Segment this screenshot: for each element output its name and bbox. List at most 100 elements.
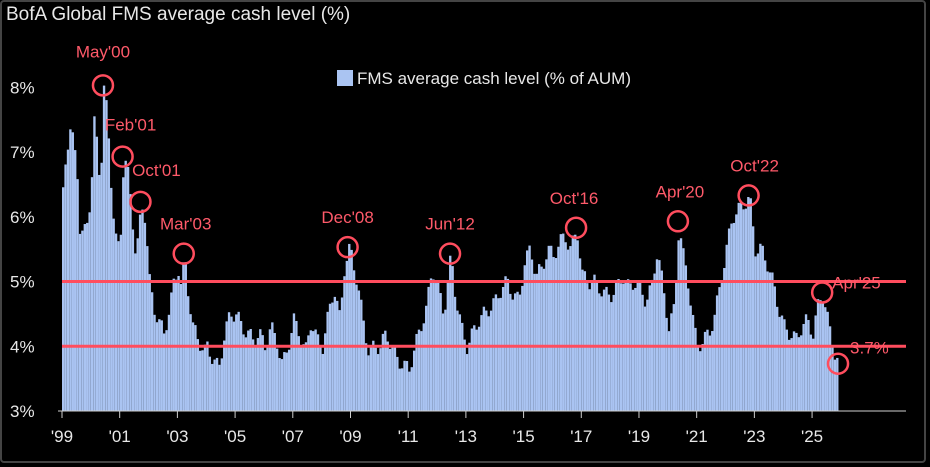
bar (807, 319, 810, 411)
bar (393, 344, 397, 411)
y-tick-label: 7% (10, 143, 35, 162)
bar (660, 270, 663, 411)
bar (540, 266, 543, 411)
bar (802, 323, 805, 411)
bar (804, 314, 808, 411)
bar (701, 344, 704, 411)
bar (501, 286, 505, 411)
bar (304, 342, 308, 411)
bar (444, 309, 447, 411)
bar (778, 316, 781, 411)
bar (112, 218, 115, 411)
bar (800, 335, 803, 411)
bar (189, 314, 192, 411)
bar (711, 331, 714, 411)
annotation-label: Apr'20 (656, 182, 705, 201)
bar (699, 351, 702, 411)
bar (266, 345, 269, 411)
annotation-circle (91, 74, 115, 97)
bar (251, 339, 255, 411)
bar (100, 162, 103, 411)
bar (737, 202, 740, 411)
bar (105, 100, 108, 411)
bar (263, 350, 267, 411)
bar (292, 313, 296, 411)
bar (124, 160, 127, 411)
annotation-label: Mar'03 (160, 215, 211, 234)
bar (667, 331, 671, 411)
bar (162, 333, 166, 411)
bar (727, 228, 731, 411)
bar (312, 331, 315, 411)
bar (287, 349, 291, 411)
bar (759, 243, 762, 411)
bar (232, 321, 236, 411)
bar (403, 360, 406, 411)
bar (405, 361, 409, 411)
bar (278, 358, 281, 411)
bar (780, 315, 784, 411)
bar (761, 245, 764, 411)
bar (749, 198, 752, 411)
bar (215, 357, 219, 411)
bar (578, 258, 582, 411)
bar (343, 276, 346, 411)
bar (783, 319, 786, 411)
bar (244, 337, 248, 411)
bar (400, 368, 404, 411)
bar (754, 256, 757, 411)
bar (254, 345, 257, 411)
bar (819, 300, 822, 411)
bar (461, 322, 464, 411)
bar (307, 335, 310, 411)
x-tick-label: '09 (339, 427, 361, 446)
bar (309, 330, 312, 411)
bar (420, 331, 423, 411)
bar (576, 240, 579, 411)
bar (559, 234, 562, 411)
bar (158, 319, 161, 411)
bar (220, 358, 224, 411)
bar (689, 305, 692, 411)
annotation-circle (826, 352, 850, 375)
annotation-circle (438, 242, 462, 265)
bar (449, 255, 452, 411)
bar (273, 333, 276, 411)
bar (672, 304, 675, 411)
bar (81, 230, 84, 411)
x-tick-label: '13 (455, 427, 477, 446)
bar (295, 320, 298, 411)
bar (398, 368, 401, 411)
bar (797, 337, 801, 411)
y-tick-label: 4% (10, 337, 35, 356)
legend: FMS average cash level (% of AUM) (337, 69, 631, 88)
bar (326, 311, 329, 411)
bar (812, 338, 815, 411)
bar (665, 317, 668, 411)
bar (134, 253, 137, 411)
bar (641, 294, 644, 411)
bar (485, 310, 488, 411)
bar (776, 306, 779, 411)
bar (201, 350, 204, 411)
bar (408, 371, 411, 411)
bar (422, 323, 425, 411)
bar (739, 202, 743, 411)
bar (598, 293, 601, 411)
bar (427, 286, 430, 411)
bar (691, 314, 695, 411)
bar (206, 341, 209, 411)
bar (569, 246, 572, 411)
bar (415, 333, 418, 411)
bar (143, 222, 147, 411)
bar (357, 290, 361, 411)
bar (482, 306, 486, 411)
bar (768, 272, 772, 411)
annotation-circle (666, 210, 690, 233)
bar (451, 266, 454, 411)
bar (352, 270, 356, 411)
bar (170, 292, 173, 411)
bar (525, 250, 529, 411)
chart-title: BofA Global FMS average cash level (%) (6, 4, 351, 25)
